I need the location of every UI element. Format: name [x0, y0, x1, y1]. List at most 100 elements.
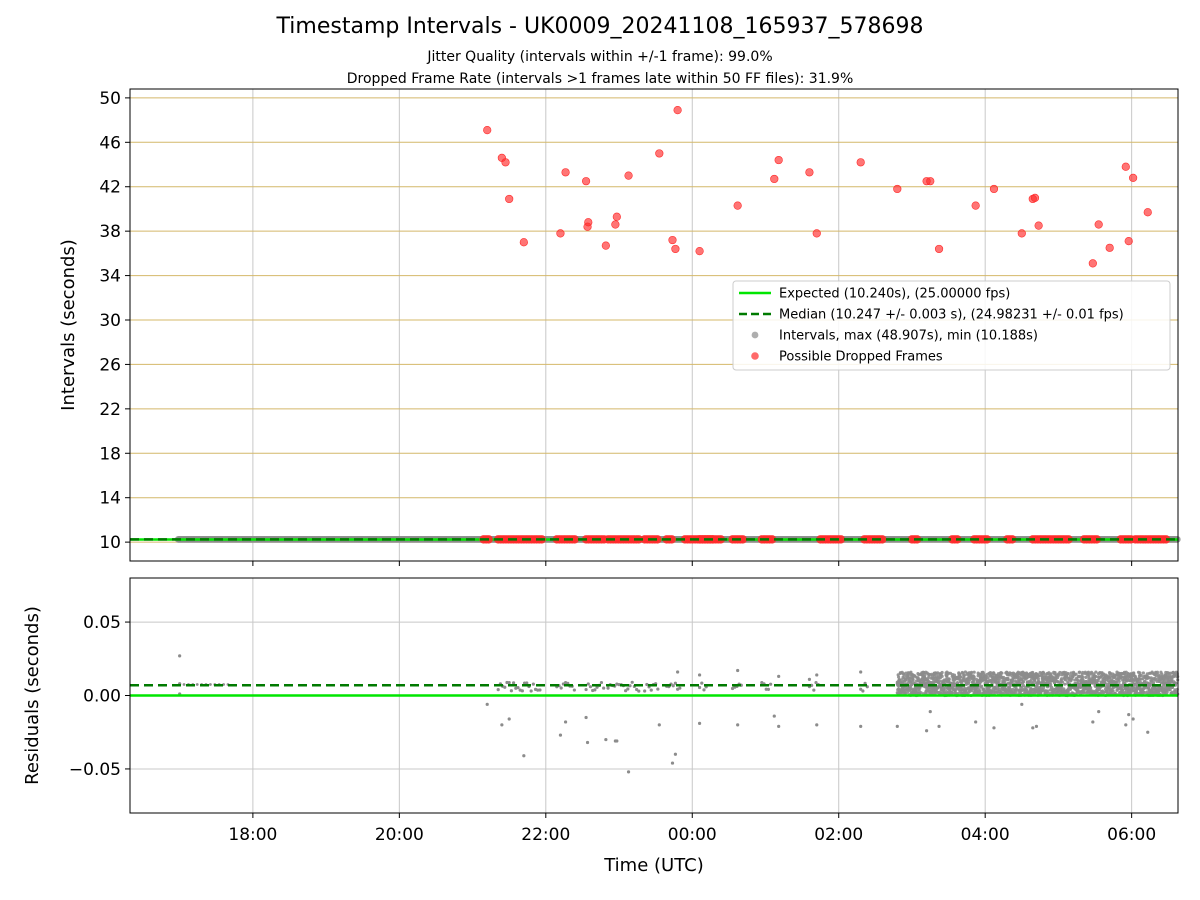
dropped-frame-point: [667, 535, 676, 544]
residuals-y-axis: −0.05 0.00 0.05: [69, 613, 130, 780]
x-tick-label: 04:00: [961, 825, 1010, 845]
residual-point: [1148, 682, 1152, 686]
residual-point: [940, 670, 944, 675]
residual-point: [649, 688, 653, 692]
x-tick-label: 22:00: [521, 825, 570, 845]
residual-point: [911, 678, 915, 682]
y-tick-label: 22: [99, 400, 121, 420]
y-tick-label: 18: [99, 444, 121, 464]
residual-point: [766, 687, 771, 691]
residuals-plot-frame: [129, 577, 1179, 814]
residual-point: [572, 688, 576, 692]
dropped-frame-point: [1030, 193, 1040, 202]
residual-point: [525, 681, 529, 685]
y-tick-label: 34: [99, 267, 121, 287]
dropped-frame-point: [505, 194, 514, 204]
residual-point: [599, 680, 604, 685]
residual-point: [624, 689, 628, 693]
dropped-frame-point: [668, 235, 677, 245]
residual-point: [507, 717, 511, 721]
residual-point: [859, 724, 863, 728]
intervals-series: [130, 106, 1181, 544]
residual-point: [1168, 688, 1172, 692]
residual-point: [500, 723, 504, 727]
residual-point: [1174, 681, 1178, 685]
intervals-plot-frame: [129, 88, 1179, 562]
residual-point: [925, 729, 929, 733]
dropped-frame-point: [1143, 208, 1152, 217]
dropped-frame-point: [671, 244, 680, 254]
residual-point: [1124, 723, 1128, 727]
residual-point: [178, 654, 182, 658]
residual-point: [972, 675, 976, 679]
residual-point: [1031, 726, 1035, 730]
dropped-frame-rate-subtitle: Dropped Frame Rate (intervals >1 frames …: [346, 71, 854, 87]
dropped-frame-point: [570, 535, 579, 544]
residual-point: [1160, 672, 1164, 676]
dropped-frame-point: [733, 201, 742, 210]
intervals-x-axis: [252, 561, 1133, 566]
intervals-y-axis-label: Intervals (seconds): [58, 239, 79, 411]
residual-point: [671, 684, 675, 688]
residual-point: [1127, 712, 1131, 717]
dropped-frame-point: [501, 158, 510, 167]
y-tick-label: 10: [99, 533, 121, 553]
y-tick-label: 46: [99, 133, 121, 153]
dropped-frame-point: [934, 244, 944, 254]
residual-point: [1066, 671, 1070, 676]
residual-point: [815, 723, 819, 727]
residual-point: [1021, 680, 1026, 684]
residual-point: [1121, 688, 1125, 692]
residual-point: [559, 686, 563, 690]
residual-point: [676, 670, 680, 674]
dropped-frame-point: [483, 125, 492, 135]
residual-point: [1014, 690, 1018, 694]
residual-point: [955, 680, 960, 685]
residual-point: [1000, 671, 1004, 675]
residual-point: [630, 680, 634, 684]
residual-point: [670, 761, 675, 765]
residuals-y-axis-label: Residuals (seconds): [22, 606, 43, 785]
residual-point: [919, 691, 923, 695]
dropped-frame-point: [1094, 220, 1103, 229]
dropped-frame-point: [836, 535, 846, 544]
y-tick-label: 14: [99, 489, 121, 509]
dropped-frame-point: [1129, 173, 1138, 182]
dropped-frame-point: [878, 535, 887, 544]
chart-title: Timestamp Intervals - UK0009_20241108_16…: [276, 14, 924, 39]
dropped-frame-point: [971, 201, 980, 210]
dropped-frame-point: [611, 220, 620, 229]
residual-point: [969, 670, 974, 674]
residual-point: [558, 733, 563, 737]
residual-point: [697, 673, 702, 677]
residual-point: [1020, 702, 1024, 706]
residual-point: [496, 688, 500, 692]
residual-point: [1060, 680, 1065, 684]
residual-point: [1063, 678, 1068, 682]
residual-point: [628, 684, 632, 688]
y-tick-label: 0.00: [83, 687, 121, 707]
residual-point: [897, 678, 902, 682]
residual-point: [531, 682, 535, 686]
y-tick-label: 38: [99, 222, 121, 242]
residual-point: [516, 686, 520, 690]
residual-point: [656, 687, 660, 691]
legend-box: [732, 280, 1171, 371]
dropped-frame-point: [805, 168, 814, 177]
residual-point: [859, 670, 863, 674]
y-tick-label: −0.05: [69, 760, 121, 780]
residual-point: [1057, 673, 1061, 677]
residual-point: [1060, 677, 1064, 681]
intervals-panel: 10 14 18 22 26 30 34 38 42 46 50 Expected (10.240s…: [58, 88, 1181, 566]
residual-point: [657, 723, 661, 727]
residual-point: [859, 687, 863, 691]
residual-point: [1078, 670, 1082, 674]
residual-point: [584, 687, 588, 692]
dropped-frame-point: [893, 184, 902, 194]
dropped-frame-point: [1034, 221, 1043, 230]
residual-point: [1131, 717, 1135, 721]
residual-point: [604, 737, 608, 742]
residual-point: [947, 677, 951, 681]
dropped-frame-point: [519, 238, 528, 247]
dropped-frame-point: [812, 229, 821, 238]
